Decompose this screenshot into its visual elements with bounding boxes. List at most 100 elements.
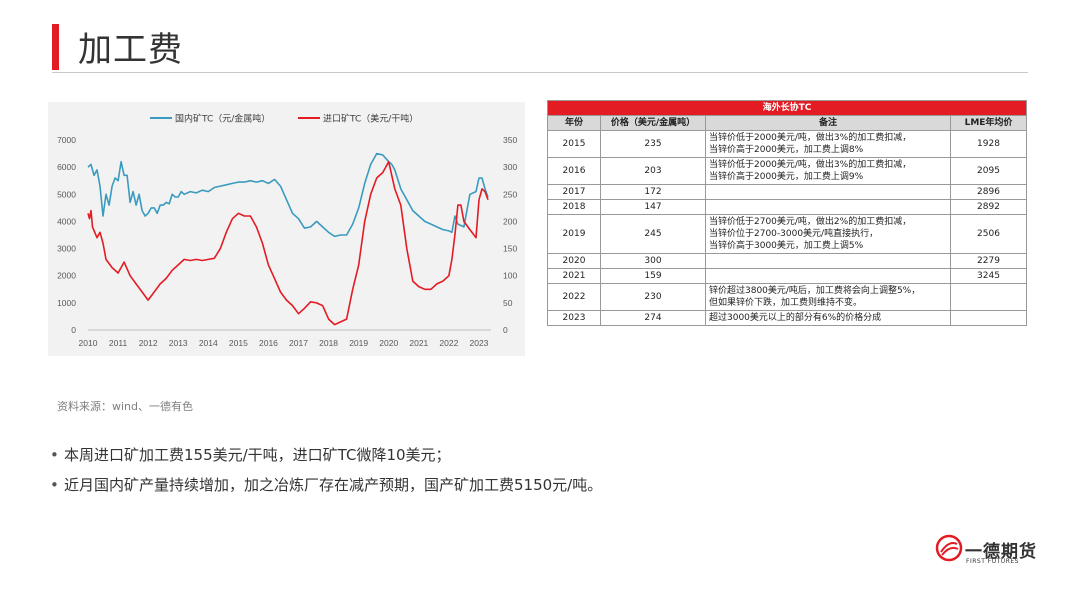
y-left-tick-label: 3000 [57,244,76,254]
note-line: 锌价超过3800美元/吨后，加工费将会向上调整5%， [709,286,921,296]
note-line: 当锌价低于2700美元/吨，做出2%的加工费扣减， [709,217,912,227]
tc-line-chart: 0 1000 2000 3000 4000 5000 6000 7000 0 50 100 150 20… [48,102,525,356]
col-price: 价格（美元/金属吨） [600,115,706,131]
cell-notes: 超过3000美元以上的部分有6%的价格分成 [705,310,951,326]
bullet-text: 近月国内矿产量持续增加，加之冶炼厂存在减产预期，国产矿加工费5150元/吨。 [64,476,603,494]
col-lme: LME年均价 [950,115,1027,131]
y-right-tick-label: 0 [503,325,508,335]
table-row: 2015 235 当锌价低于2000美元/吨，做出3%的加工费扣减， 当锌价高于200… [547,130,1027,158]
y-left-tick-label: 6000 [57,162,76,172]
y-left-tick-label: 5000 [57,189,76,199]
cell-year: 2022 [547,283,601,311]
cell-year: 2018 [547,199,601,215]
cell-lme: 2506 [950,214,1027,254]
cell-notes [705,253,951,269]
legend-label: 国内矿TC（元/金属吨） [175,113,270,125]
x-tick-label: 2012 [139,338,158,348]
y-right-tick-label: 200 [503,216,517,226]
cell-price: 300 [600,253,706,269]
x-tick-label: 2023 [470,338,489,348]
series-line-domestic [87,152,489,238]
cell-notes [705,199,951,215]
note-line: 当锌价高于3000美元，加工费上调5% [709,241,864,251]
cell-year: 2017 [547,184,601,200]
cell-notes [705,268,951,284]
y-right-tick-label: 150 [503,244,517,254]
x-tick-label: 2014 [199,338,218,348]
cell-lme: 2279 [950,253,1027,269]
note-line: 超过3000美元以上的部分有6%的价格分成 [709,313,882,323]
cell-notes: 当锌价低于2000美元/吨，做出3%的加工费扣减， 当锌价高于2000美元，加工费… [705,130,951,158]
note-line: 当锌价低于2000美元/吨，做出3%的加工费扣减， [709,160,912,170]
x-tick-label: 2019 [349,338,368,348]
cell-price: 147 [600,199,706,215]
cell-lme: 1928 [950,130,1027,158]
bullet-item: • 近月国内矿产量持续增加，加之冶炼厂存在减产预期，国产矿加工费5150元/吨。 [50,475,602,496]
table-row: 2023 274 超过3000美元以上的部分有6%的价格分成 [547,310,1027,326]
cell-price: 230 [600,283,706,311]
note-line: 但如果锌价下跌，加工费则维持不变。 [709,298,863,308]
y-right-tick-label: 50 [503,298,513,308]
y-right-tick-label: 100 [503,271,517,281]
cell-lme: 2095 [950,157,1027,185]
table-row: 2018 147 2892 [547,199,1027,215]
y-right-tick-label: 300 [503,162,517,172]
y-right-tick-label: 350 [503,135,517,145]
x-tick-label: 2015 [229,338,248,348]
x-tick-label: 2020 [379,338,398,348]
title-accent-bar [52,24,59,70]
cell-notes: 当锌价低于2000美元/吨，做出3%的加工费扣减， 当锌价高于2000美元，加工费… [705,157,951,185]
chart-svg: 0 1000 2000 3000 4000 5000 6000 7000 0 50 100 150 20… [57,113,517,349]
logo-text-en: FIRST FUTURES [966,558,1019,565]
cell-year: 2015 [547,130,601,158]
bullet-list: • 本周进口矿加工费155美元/干吨，进口矿TC微降10美元； • 近月国内矿产量持… [50,445,602,505]
y-left-tick-label: 0 [71,325,76,335]
x-tick-label: 2011 [109,338,128,348]
cell-year: 2021 [547,268,601,284]
cell-lme [950,310,1027,326]
bullet-dot-icon: • [50,476,59,494]
company-logo-icon [935,534,963,562]
x-tick-label: 2021 [409,338,428,348]
note-line: 当锌价位于2700-3000美元/吨直接执行， [709,229,879,239]
source-note: 资料来源：wind、一德有色 [57,400,194,413]
series-line-imported [87,160,489,326]
x-tick-label: 2017 [289,338,308,348]
table-row: 2019 245 当锌价低于2700美元/吨，做出2%的加工费扣减， 当锌价位于270… [547,214,1027,254]
cell-price: 245 [600,214,706,254]
cell-lme: 3245 [950,268,1027,284]
note-line: 当锌价高于2000美元，加工费上调9% [709,172,864,182]
title-divider [52,72,1028,73]
table-row: 2017 172 2896 [547,184,1027,200]
y-left-tick-label: 7000 [57,135,76,145]
note-line: 当锌价低于2000美元/吨，做出3%的加工费扣减， [709,133,912,143]
cell-price: 159 [600,268,706,284]
table-row: 2016 203 当锌价低于2000美元/吨，做出3%的加工费扣减， 当锌价高于200… [547,157,1027,185]
y-left-tick-label: 2000 [57,271,76,281]
cell-notes: 当锌价低于2700美元/吨，做出2%的加工费扣减， 当锌价位于2700-3000美… [705,214,951,254]
cell-lme [950,283,1027,311]
cell-price: 274 [600,310,706,326]
cell-lme: 2892 [950,199,1027,215]
bullet-dot-icon: • [50,446,59,464]
col-year: 年份 [547,115,601,131]
bullet-item: • 本周进口矿加工费155美元/干吨，进口矿TC微降10美元； [50,445,602,466]
y-left-tick-label: 4000 [57,216,76,226]
col-notes: 备注 [705,115,951,131]
note-line: 当锌价高于2000美元，加工费上调8% [709,145,864,155]
bullet-text: 本周进口矿加工费155美元/干吨，进口矿TC微降10美元； [64,446,451,464]
table-row: 2020 300 2279 [547,253,1027,269]
logo-text-cn: 一德期货 [965,542,1037,562]
cell-year: 2023 [547,310,601,326]
x-tick-label: 2018 [319,338,338,348]
overseas-tc-table: 海外长协TC 年份 价格（美元/金属吨） 备注 LME年均价 2015 235 当锌… [547,100,1027,326]
y-right-tick-label: 250 [503,189,517,199]
table-row: 2021 159 3245 [547,268,1027,284]
x-tick-label: 2016 [259,338,278,348]
table-row: 2022 230 锌价超过3800美元/吨后，加工费将会向上调整5%， 但如果锌价下跌… [547,283,1027,311]
legend-label: 进口矿TC（美元/干吨） [323,113,418,125]
cell-year: 2016 [547,157,601,185]
x-tick-label: 2022 [439,338,458,348]
cell-price: 203 [600,157,706,185]
cell-notes [705,184,951,200]
